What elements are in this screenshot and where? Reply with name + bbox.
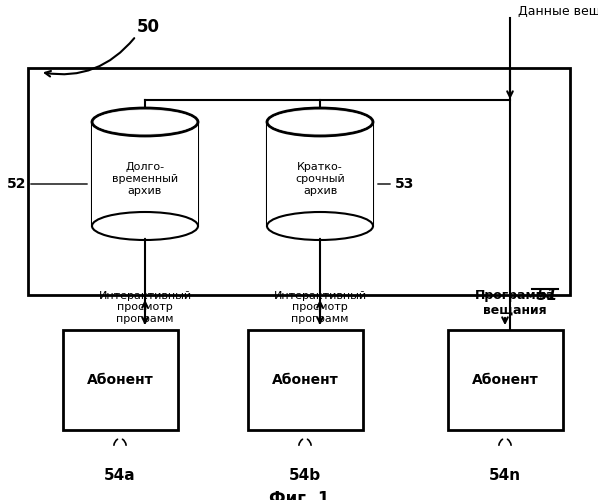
Bar <box>63 330 178 430</box>
Bar <box>248 330 362 430</box>
Text: Интерактивный
просмотр
программ: Интерактивный просмотр программ <box>273 291 367 324</box>
Bar <box>28 68 570 295</box>
Text: 54b: 54b <box>289 468 321 483</box>
Text: Кратко-
срочный
архив: Кратко- срочный архив <box>295 162 345 196</box>
Text: Интерактивный
просмотр
программ: Интерактивный просмотр программ <box>99 291 191 324</box>
Text: 50: 50 <box>136 18 160 36</box>
Ellipse shape <box>269 110 371 134</box>
Ellipse shape <box>92 108 198 136</box>
Text: 51: 51 <box>537 288 558 303</box>
Bar <box>92 122 198 226</box>
Text: Фиг. 1: Фиг. 1 <box>269 490 329 500</box>
Text: 54a: 54a <box>104 468 136 483</box>
Text: Абонент: Абонент <box>87 373 153 387</box>
Text: Программа
вещания: Программа вещания <box>475 288 555 316</box>
Text: Данные вещания: Данные вещания <box>518 5 598 18</box>
Text: Абонент: Абонент <box>271 373 338 387</box>
Text: Абонент: Абонент <box>472 373 538 387</box>
Bar <box>267 122 373 226</box>
Text: Долго-
временный
архив: Долго- временный архив <box>112 162 178 196</box>
Ellipse shape <box>267 108 373 136</box>
Text: 54n: 54n <box>489 468 521 483</box>
Ellipse shape <box>94 110 196 134</box>
Text: 53: 53 <box>395 177 414 191</box>
Bar <box>447 330 563 430</box>
Ellipse shape <box>92 212 198 240</box>
Text: 52: 52 <box>7 177 26 191</box>
Ellipse shape <box>267 212 373 240</box>
